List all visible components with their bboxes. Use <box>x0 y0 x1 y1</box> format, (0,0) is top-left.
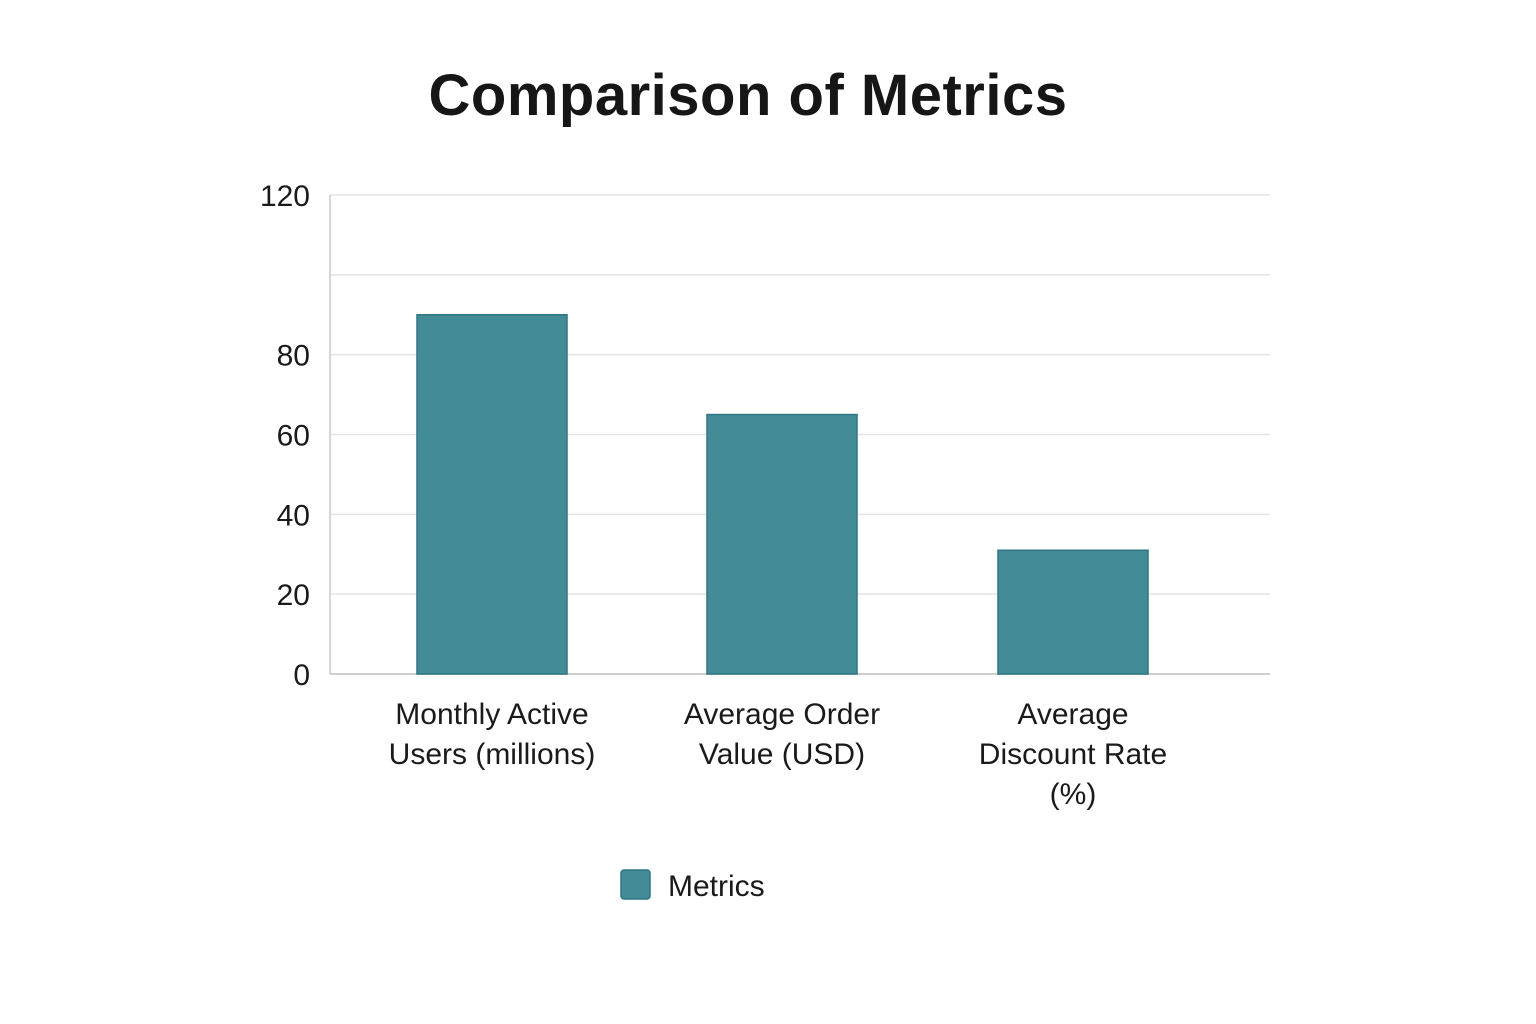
y-tick-label: 20 <box>277 579 310 612</box>
bar <box>706 413 858 675</box>
legend-swatch <box>620 869 651 900</box>
x-category-label: Average Discount Rate (%) <box>979 698 1167 811</box>
y-tick-label: 0 <box>293 659 310 692</box>
x-category-label: Average Order Value (USD) <box>684 698 880 771</box>
legend-label: Metrics <box>668 870 765 903</box>
chart-title: Comparison of Metrics <box>428 63 1068 128</box>
bars <box>416 314 1149 675</box>
y-tick-label: 120 <box>260 180 310 213</box>
y-tick-label: 60 <box>277 420 310 453</box>
y-tick-labels: 0 20 40 60 80 120 <box>260 180 310 692</box>
legend: Metrics <box>620 869 765 903</box>
x-category-label: Monthly Active Users (millions) <box>389 698 596 771</box>
bar <box>416 314 568 675</box>
bar <box>997 549 1149 675</box>
y-tick-label: 80 <box>277 340 310 373</box>
y-tick-label: 40 <box>277 499 310 532</box>
x-category-labels: Monthly Active Users (millions) Average Or… <box>389 698 1168 811</box>
